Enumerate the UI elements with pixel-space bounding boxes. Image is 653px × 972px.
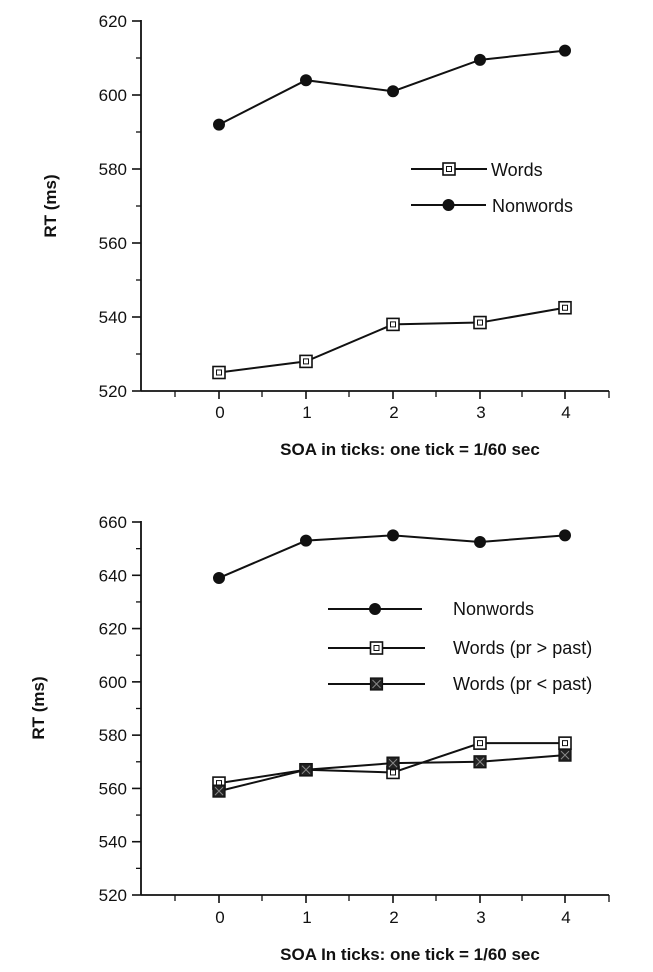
y-tick-label: 520 — [99, 886, 127, 905]
data-point-inner — [390, 321, 396, 328]
data-point — [473, 755, 487, 769]
legend-label: Nonwords — [492, 196, 573, 216]
data-point-outer — [558, 736, 572, 750]
data-point — [212, 365, 226, 380]
data-point-outer — [473, 315, 487, 330]
data-point-inner — [390, 769, 396, 776]
data-point-cross — [214, 786, 224, 796]
data-point — [387, 529, 399, 542]
data-point-inner — [562, 304, 568, 311]
legend-marker-outer — [369, 641, 384, 655]
y-tick-label: 600 — [99, 673, 127, 692]
y-tick-label: 540 — [99, 308, 127, 327]
data-point — [559, 44, 571, 57]
data-point — [558, 736, 572, 750]
legend-marker — [369, 641, 384, 655]
chart-top: 520 540 560 580 600 620 0 1 2 3 4 SOA in ticks: one… — [41, 12, 610, 459]
x-axis-title: SOA in ticks: one tick = 1/60 sec — [280, 440, 540, 459]
x-tick-label: 0 — [215, 908, 224, 927]
legend-marker — [442, 199, 455, 211]
x-tick-label: 1 — [302, 403, 311, 422]
y-axis-title: RT (ms) — [41, 174, 60, 237]
data-point-cross — [301, 765, 311, 775]
y-tick-label: 540 — [99, 833, 127, 852]
data-point — [213, 118, 225, 131]
y-tick-label: 580 — [99, 160, 127, 179]
chart-bottom: 520 540 560 580 600 620 640 660 0 1 2 3 4 SOA In tick… — [29, 513, 610, 964]
x-tick-label: 3 — [476, 908, 485, 927]
data-point-outer — [212, 365, 226, 380]
series-line — [218, 534, 566, 579]
y-tick-label: 620 — [99, 620, 127, 639]
data-point-inner — [216, 369, 222, 376]
data-point — [300, 534, 312, 547]
data-point — [387, 85, 399, 98]
data-point-inner — [303, 358, 309, 365]
data-point — [474, 53, 486, 66]
data-point-outer — [299, 354, 313, 369]
data-point-cross — [560, 750, 570, 760]
data-point-cross — [388, 758, 398, 768]
data-point-inner — [477, 740, 483, 747]
y-tick-label: 580 — [99, 726, 127, 745]
data-point-inner — [562, 740, 568, 747]
data-point — [558, 748, 572, 762]
data-point — [473, 315, 487, 330]
data-point-outer — [473, 736, 487, 750]
data-point — [474, 535, 486, 548]
series-line — [218, 306, 566, 374]
legend-label: Words (pr < past) — [453, 674, 592, 694]
data-point — [299, 763, 313, 777]
y-tick-label: 600 — [99, 86, 127, 105]
x-tick-label: 0 — [215, 403, 224, 422]
y-tick-label: 620 — [99, 12, 127, 31]
x-tick-label: 4 — [561, 908, 570, 927]
y-axis-title: RT (ms) — [29, 676, 48, 739]
data-point — [558, 300, 572, 315]
legend-label: Words — [491, 160, 543, 180]
data-point-outer — [386, 317, 400, 332]
y-tick-label: 560 — [99, 234, 127, 253]
y-tick-label: 520 — [99, 382, 127, 401]
data-point — [300, 74, 312, 87]
x-tick-label: 1 — [302, 908, 311, 927]
legend-marker-inner — [446, 166, 452, 172]
legend-marker-inner — [373, 645, 380, 651]
data-point-inner — [477, 319, 483, 326]
x-tick-label: 2 — [389, 908, 398, 927]
x-tick-label: 3 — [476, 403, 485, 422]
y-tick-label: 560 — [99, 779, 127, 798]
legend-marker — [369, 677, 384, 691]
legend-marker — [369, 603, 381, 615]
x-tick-label: 2 — [389, 403, 398, 422]
x-tick-label: 4 — [561, 403, 570, 422]
data-point — [386, 317, 400, 332]
x-axis-title: SOA In ticks: one tick = 1/60 sec — [280, 945, 540, 964]
data-point — [473, 736, 487, 750]
data-point — [212, 784, 226, 798]
data-point — [386, 756, 400, 770]
y-tick-label: 640 — [99, 566, 127, 585]
legend-marker-outer — [442, 162, 456, 176]
legend-marker-cross — [372, 679, 381, 689]
data-point-outer — [558, 300, 572, 315]
legend-label: Words (pr > past) — [453, 638, 592, 658]
data-point — [299, 354, 313, 369]
data-point — [559, 529, 571, 542]
y-tick-label: 660 — [99, 513, 127, 532]
legend-label: Nonwords — [453, 599, 534, 619]
legend-marker — [442, 162, 456, 176]
data-point-cross — [475, 757, 485, 767]
data-point — [213, 571, 225, 584]
